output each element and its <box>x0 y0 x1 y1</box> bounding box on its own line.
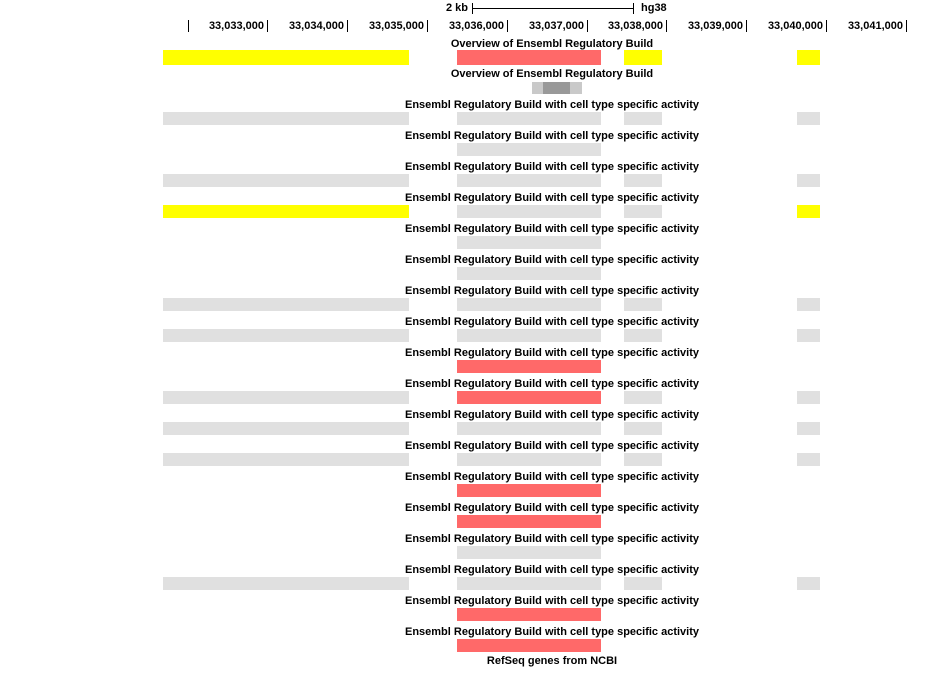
feature-bar-inactive[interactable] <box>457 112 601 125</box>
feature-bar-inactive[interactable] <box>797 577 820 590</box>
assembly-label: hg38 <box>641 2 667 14</box>
track-title-celltype-row-17: Ensembl Regulatory Build with cell type … <box>404 595 700 607</box>
feature-bar-inactive[interactable] <box>797 422 820 435</box>
ruler-label: 33,036,000 <box>448 20 504 32</box>
feature-bar-active[interactable] <box>457 639 601 652</box>
ruler-tick <box>507 20 508 32</box>
ruler-tick <box>826 20 827 32</box>
track-title-celltype-row-7: Ensembl Regulatory Build with cell type … <box>404 285 700 297</box>
track-title-celltype-row-9: Ensembl Regulatory Build with cell type … <box>404 347 700 359</box>
scale-label: 2 kb <box>445 2 468 14</box>
feature-bar-inactive[interactable] <box>624 422 662 435</box>
track-title-celltype-row-13: Ensembl Regulatory Build with cell type … <box>404 471 700 483</box>
feature-bar-inactive[interactable] <box>797 453 820 466</box>
feature-bar-highlight[interactable] <box>797 205 820 218</box>
feature-bar-active[interactable] <box>457 484 601 497</box>
feature-bar-active[interactable] <box>457 50 601 65</box>
ruler-tick <box>188 20 189 32</box>
feature-bar-inactive[interactable] <box>457 205 601 218</box>
feature-bar-inactive[interactable] <box>163 329 409 342</box>
feature-bar-inactive[interactable] <box>624 298 662 311</box>
feature-bar-inactive[interactable] <box>457 546 601 559</box>
track-title-regbuild-overview-2: Overview of Ensembl Regulatory Build <box>450 68 654 80</box>
track-title-celltype-row-15: Ensembl Regulatory Build with cell type … <box>404 533 700 545</box>
track-title-celltype-row-5: Ensembl Regulatory Build with cell type … <box>404 223 700 235</box>
feature-bar-active[interactable] <box>457 391 601 404</box>
track-title-celltype-row-11: Ensembl Regulatory Build with cell type … <box>404 409 700 421</box>
feature-bar-inactive[interactable] <box>457 329 601 342</box>
track-title-celltype-row-1: Ensembl Regulatory Build with cell type … <box>404 99 700 111</box>
feature-bar-inactive[interactable] <box>457 267 601 280</box>
scale-bar-line <box>472 8 634 9</box>
track-title-celltype-row-14: Ensembl Regulatory Build with cell type … <box>404 502 700 514</box>
ruler-tick <box>267 20 268 32</box>
feature-bar-inactive[interactable] <box>457 143 601 156</box>
feature-bar-highlight[interactable] <box>624 50 662 65</box>
ruler-tick <box>906 20 907 32</box>
feature-bar-inactive[interactable] <box>163 453 409 466</box>
feature-bar-inactive[interactable] <box>163 577 409 590</box>
ruler-tick <box>746 20 747 32</box>
feature-bar-highlight[interactable] <box>163 50 409 65</box>
feature-bar-inactive[interactable] <box>624 112 662 125</box>
ruler-tick <box>587 20 588 32</box>
feature-bar-inactive[interactable] <box>457 298 601 311</box>
feature-bar-inactive[interactable] <box>624 174 662 187</box>
scale-bar-right-tick <box>633 3 634 14</box>
feature-bar-inactive[interactable] <box>797 112 820 125</box>
feature-bar-inactive[interactable] <box>457 174 601 187</box>
feature-bar-highlight[interactable] <box>797 50 820 65</box>
track-title-celltype-row-16: Ensembl Regulatory Build with cell type … <box>404 564 700 576</box>
feature-bar-inactive[interactable] <box>163 298 409 311</box>
track-title-celltype-row-2: Ensembl Regulatory Build with cell type … <box>404 130 700 142</box>
ruler-tick <box>666 20 667 32</box>
ruler-label: 33,041,000 <box>847 20 903 32</box>
feature-bar-inactive[interactable] <box>797 298 820 311</box>
track-title-celltype-row-4: Ensembl Regulatory Build with cell type … <box>404 192 700 204</box>
feature-bar-gene_inner[interactable] <box>543 82 570 94</box>
ruler-label: 33,038,000 <box>607 20 663 32</box>
track-title-regbuild-overview: Overview of Ensembl Regulatory Build <box>450 38 654 50</box>
feature-bar-active[interactable] <box>457 608 601 621</box>
ruler-tick <box>427 20 428 32</box>
track-title-celltype-row-12: Ensembl Regulatory Build with cell type … <box>404 440 700 452</box>
feature-bar-active[interactable] <box>457 515 601 528</box>
track-title-celltype-row-18: Ensembl Regulatory Build with cell type … <box>404 626 700 638</box>
feature-bar-inactive[interactable] <box>624 391 662 404</box>
feature-bar-inactive[interactable] <box>624 577 662 590</box>
feature-bar-inactive[interactable] <box>797 329 820 342</box>
feature-bar-inactive[interactable] <box>624 329 662 342</box>
feature-bar-inactive[interactable] <box>163 112 409 125</box>
feature-bar-inactive[interactable] <box>457 577 601 590</box>
ruler-label: 33,035,000 <box>368 20 424 32</box>
feature-bar-inactive[interactable] <box>797 391 820 404</box>
feature-bar-inactive[interactable] <box>163 391 409 404</box>
track-title-celltype-row-10: Ensembl Regulatory Build with cell type … <box>404 378 700 390</box>
feature-bar-inactive[interactable] <box>797 174 820 187</box>
track-title-celltype-row-8: Ensembl Regulatory Build with cell type … <box>404 316 700 328</box>
feature-bar-inactive[interactable] <box>457 422 601 435</box>
ruler-label: 33,039,000 <box>687 20 743 32</box>
ruler-tick <box>347 20 348 32</box>
feature-bar-inactive[interactable] <box>624 205 662 218</box>
feature-bar-inactive[interactable] <box>457 453 601 466</box>
ruler-label: 33,040,000 <box>767 20 823 32</box>
track-title-celltype-row-6: Ensembl Regulatory Build with cell type … <box>404 254 700 266</box>
feature-bar-inactive[interactable] <box>163 174 409 187</box>
feature-bar-inactive[interactable] <box>163 422 409 435</box>
feature-bar-inactive[interactable] <box>624 453 662 466</box>
ruler-label: 33,033,000 <box>208 20 264 32</box>
track-title-celltype-row-3: Ensembl Regulatory Build with cell type … <box>404 161 700 173</box>
feature-bar-highlight[interactable] <box>163 205 409 218</box>
feature-bar-active[interactable] <box>457 360 601 373</box>
ruler-label: 33,037,000 <box>528 20 584 32</box>
track-title-refseq: RefSeq genes from NCBI <box>486 655 618 667</box>
ruler-label: 33,034,000 <box>288 20 344 32</box>
feature-bar-inactive[interactable] <box>457 236 601 249</box>
scale-bar-left-tick <box>472 3 473 14</box>
